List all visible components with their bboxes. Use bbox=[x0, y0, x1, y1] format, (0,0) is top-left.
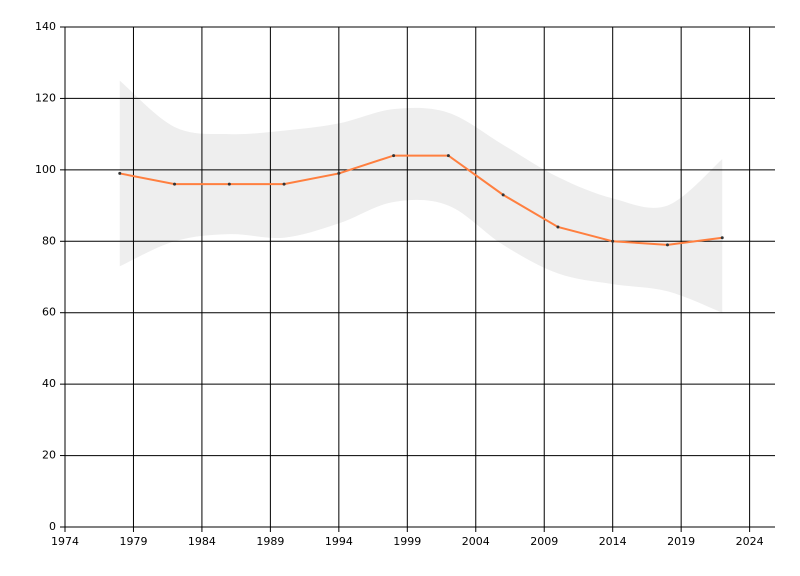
y-tick-label: 120 bbox=[35, 91, 56, 104]
point bbox=[446, 154, 450, 158]
x-tick-label: 1994 bbox=[325, 535, 353, 548]
y-tick-label: 0 bbox=[49, 520, 56, 533]
x-tick-label: 2009 bbox=[530, 535, 558, 548]
x-tick-label: 2014 bbox=[599, 535, 627, 548]
y-tick-label: 140 bbox=[35, 20, 56, 33]
point bbox=[501, 193, 505, 197]
y-tick-label: 20 bbox=[42, 449, 56, 462]
x-tick-label: 2024 bbox=[736, 535, 764, 548]
point bbox=[337, 171, 341, 175]
x-tick-label: 1974 bbox=[51, 535, 79, 548]
x-tick-label: 1984 bbox=[188, 535, 216, 548]
y-tick-label: 80 bbox=[42, 234, 56, 247]
point bbox=[282, 182, 286, 186]
x-tick-label: 2004 bbox=[462, 535, 490, 548]
point bbox=[392, 154, 396, 158]
y-tick-label: 60 bbox=[42, 306, 56, 319]
point bbox=[720, 236, 724, 240]
line bbox=[119, 154, 723, 246]
point bbox=[227, 182, 231, 186]
x-tick-label: 1999 bbox=[393, 535, 421, 548]
x-tick-label: 2019 bbox=[667, 535, 695, 548]
x-tick-label: 1979 bbox=[119, 535, 147, 548]
point bbox=[556, 225, 560, 229]
y-tick-label: 40 bbox=[42, 377, 56, 390]
confidence-band bbox=[119, 80, 723, 313]
point bbox=[665, 243, 669, 247]
point bbox=[611, 239, 615, 243]
x-tick-label: 1989 bbox=[256, 535, 284, 548]
y-tick-label: 100 bbox=[35, 163, 56, 176]
point bbox=[118, 171, 122, 175]
point bbox=[173, 182, 177, 186]
